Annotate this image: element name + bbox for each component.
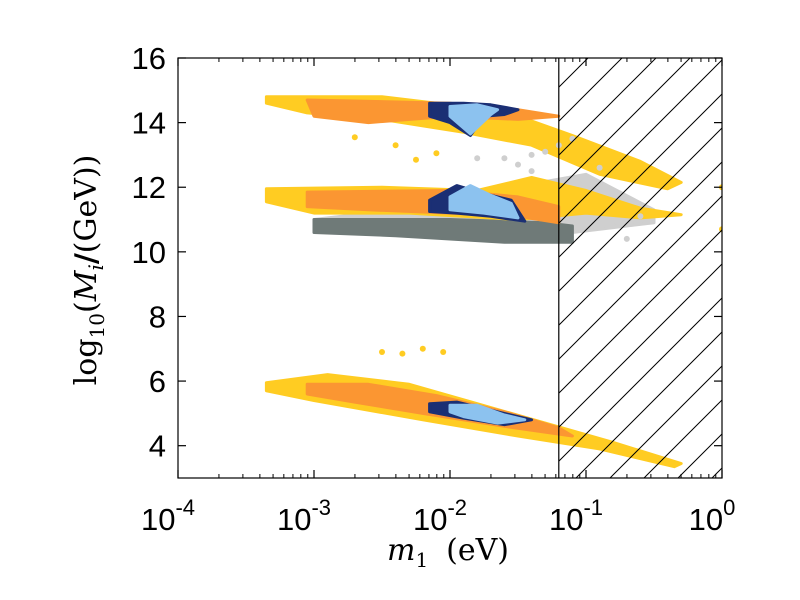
y-axis-title-var: M [69,269,104,302]
x-axis-title-unit: (eV) [446,533,509,568]
x-tick-label-exponent: -4 [175,495,195,520]
x-tick-label-exponent: 0 [723,495,735,520]
y-tick-label: 10 [132,235,166,270]
point-yellow-upper-band-3 [433,150,440,157]
y-axis-title: log10(Mi/(GeV)) [69,155,109,386]
point-light-gray-region-1 [501,155,508,162]
x-tick-label-exponent: -1 [583,495,603,520]
y-tick-label: 12 [132,170,166,205]
y-tick-label: 14 [132,106,166,141]
y-axis-title-var-sub: i [84,264,108,270]
point-light-gray-region-11 [515,161,521,168]
x-axis-title: m1 (eV) [387,533,509,572]
point-yellow-lower-band-3 [440,349,447,355]
y-axis-title-slash: / [69,253,104,264]
y-tick-label: 6 [149,364,166,399]
y-tick-label: 8 [149,299,166,334]
point-yellow-upper-band-1 [392,142,399,149]
y-axis-title-open: ( [69,301,104,313]
point-yellow-upper-band-2 [413,156,419,163]
x-tick-label: 10-2 [413,495,467,537]
y-axis-title-unit: (GeV)) [69,155,104,254]
x-tick-label: 100 [689,495,736,537]
x-tick-label-base: 10 [141,502,175,537]
x-tick-label-base: 10 [277,502,311,537]
x-axis-title-sub: 1 [415,548,428,572]
excluded-region-hatched [558,58,722,478]
x-tick-label: 10-3 [277,495,331,537]
x-axis-title-var: m [387,533,415,568]
point-light-gray-region-2 [528,151,535,158]
point-light-gray-region-10 [528,168,535,175]
point-yellow-lower-band-2 [419,345,426,352]
point-light-gray-region-0 [474,155,481,162]
x-tick-label-exponent: -2 [447,495,467,520]
region-light-blue-middle-band [448,184,520,220]
x-tick-label: 10-1 [549,495,603,537]
point-yellow-upper-band-0 [351,134,358,141]
point-yellow-lower-band-0 [379,349,385,355]
y-axis-title-log-sub: 10 [85,313,109,338]
x-tick-label-base: 10 [549,502,583,537]
y-axis-title-log: log [69,338,104,385]
x-tick-label-base: 10 [413,502,447,537]
y-tick-label: 16 [132,41,166,76]
x-tick-label-base: 10 [689,502,723,537]
x-tick-label: 10-4 [141,495,195,537]
point-light-gray-region-3 [542,148,549,155]
region-light-blue-upper-band [448,103,500,136]
x-tick-label-exponent: -3 [311,495,331,520]
point-yellow-lower-band-1 [399,350,406,357]
y-tick-label: 4 [149,429,166,464]
region-light-blue-lower-band [448,403,527,425]
